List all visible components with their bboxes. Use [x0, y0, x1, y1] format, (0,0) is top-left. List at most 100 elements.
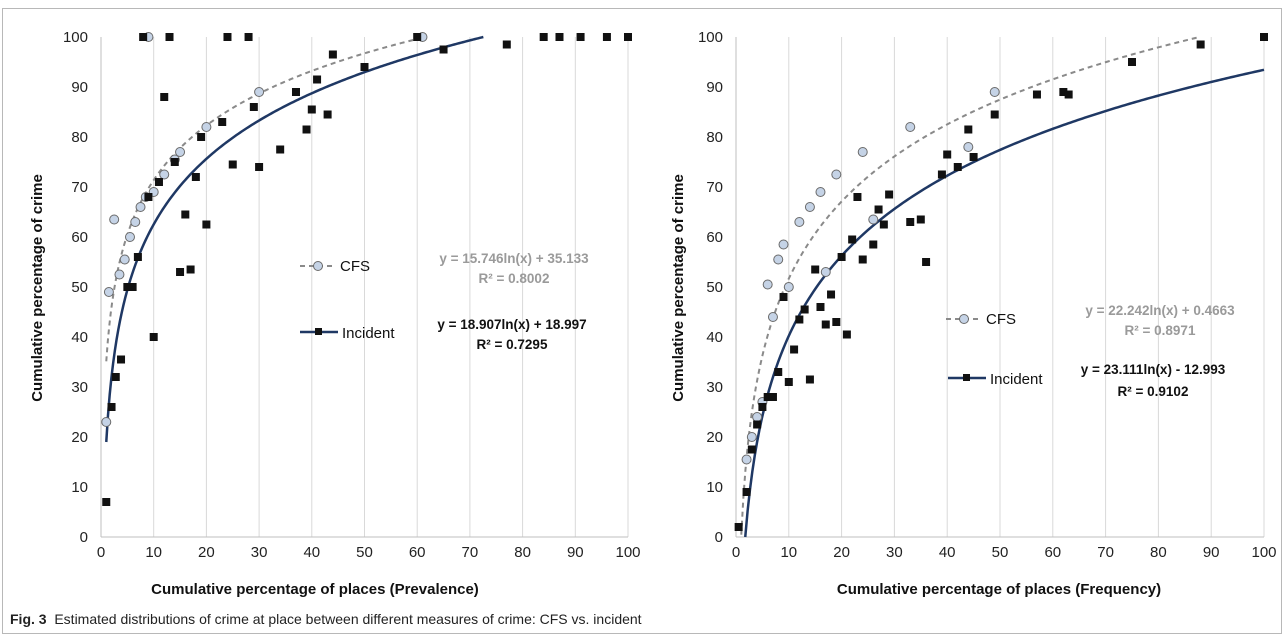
- x-tick-label: 40: [939, 544, 956, 561]
- cfs-point: [794, 217, 805, 227]
- incident-point: [128, 283, 137, 291]
- cfs-point: [130, 217, 141, 227]
- incident-point: [170, 158, 179, 166]
- y-tick-label: 60: [706, 229, 723, 246]
- y-tick-label: 50: [71, 279, 88, 296]
- chart-frequency: 0 10 20 30 40 50 60 70 80 90 100 0 10 20 30 40 50 60 70 80 9…: [670, 29, 1277, 598]
- incident-point: [165, 33, 174, 41]
- incident-point: [139, 33, 148, 41]
- cfs-point: [114, 269, 125, 280]
- cfs-point: [201, 122, 212, 132]
- x-tick-label: 90: [567, 544, 584, 561]
- incident-point: [990, 110, 999, 119]
- cfs-point: [831, 169, 842, 180]
- data-points: [734, 33, 1268, 531]
- cfs-point: [254, 87, 265, 97]
- incident-point: [218, 118, 227, 126]
- incident-point: [360, 63, 369, 71]
- x-tick-label: 100: [615, 544, 640, 561]
- incident-point: [848, 235, 857, 244]
- figure-frame: [2, 8, 1282, 634]
- incident-point: [181, 210, 190, 219]
- y-tick-label: 20: [706, 429, 723, 446]
- cfs-point: [773, 254, 784, 265]
- x-tick-label: 70: [462, 544, 479, 561]
- incident-point: [576, 33, 585, 41]
- incident-point: [539, 33, 548, 41]
- x-tick-label: 50: [356, 544, 373, 561]
- cfs-equation: y = 15.746ln(x) + 35.133: [439, 251, 589, 266]
- cfs-point: [741, 454, 752, 465]
- y-tick-label: 80: [71, 129, 88, 146]
- incident-point: [302, 125, 311, 134]
- legend-cfs-marker: [959, 314, 969, 324]
- y-axis-title: Cumulative percentage of crime: [29, 174, 46, 402]
- y-tick-label: 20: [71, 429, 88, 446]
- cfs-point: [762, 279, 773, 290]
- y-tick-label: 30: [71, 379, 88, 396]
- incident-point: [816, 303, 825, 311]
- incident-point: [1032, 90, 1041, 99]
- incident-point: [779, 293, 788, 301]
- cfs-point: [752, 412, 763, 422]
- x-gridlines: [153, 37, 629, 537]
- cfs-point: [103, 287, 114, 297]
- x-tick-label: 40: [303, 544, 320, 561]
- incident-point: [307, 105, 316, 114]
- y-tick-label: 90: [706, 79, 723, 96]
- incident-point: [602, 33, 611, 41]
- incident-point: [906, 218, 915, 226]
- incident-point: [964, 125, 973, 134]
- incident-equation: y = 18.907ln(x) + 18.997: [437, 317, 586, 332]
- legend-incident: Incident: [300, 325, 395, 342]
- legend-cfs: CFS: [300, 258, 370, 275]
- incident-point: [858, 255, 867, 264]
- incident-point: [734, 523, 743, 531]
- x-tick-label: 90: [1203, 544, 1220, 561]
- legend-incident-label: Incident: [990, 371, 1043, 388]
- cfs-r2: R² = 0.8002: [479, 271, 550, 286]
- incident-point: [255, 163, 264, 171]
- incident-point: [291, 88, 300, 96]
- incident-point: [747, 445, 756, 454]
- x-tick-label: 0: [97, 544, 105, 561]
- y-axis-title: Cumulative percentage of crime: [670, 174, 687, 402]
- cfs-point: [778, 239, 789, 250]
- incident-point: [117, 355, 126, 364]
- x-tick-label: 30: [251, 544, 268, 561]
- y-tick-label: 40: [706, 329, 723, 346]
- y-tick-label: 70: [706, 179, 723, 196]
- incident-point: [790, 345, 799, 354]
- axes: [100, 37, 628, 538]
- x-tick-label: 80: [514, 544, 531, 561]
- cfs-point: [124, 232, 135, 242]
- incident-point: [313, 75, 322, 84]
- legend-incident-marker: [963, 374, 970, 381]
- incident-point: [154, 178, 163, 186]
- cfs-point: [905, 122, 916, 132]
- incident-point: [186, 265, 195, 274]
- incident-point: [922, 258, 931, 266]
- cfs-r2: R² = 0.8971: [1125, 323, 1196, 338]
- incident-equation: y = 23.111ln(x) - 12.993: [1081, 362, 1226, 377]
- incident-point: [123, 283, 132, 291]
- x-gridlines: [788, 37, 1265, 537]
- incident-point: [197, 133, 206, 141]
- incident-point: [1260, 33, 1268, 41]
- caption-text: Estimated distributions of crime at plac…: [54, 611, 642, 627]
- trendlines: [105, 35, 484, 443]
- incident-point: [1064, 90, 1073, 99]
- x-tick-label: 20: [198, 544, 215, 561]
- cfs-point: [804, 202, 815, 212]
- x-tick-label: 70: [1097, 544, 1114, 561]
- cfs-point: [820, 267, 831, 277]
- legend-incident-marker: [315, 328, 322, 335]
- incident-point: [774, 368, 783, 376]
- y-tick-label: 10: [706, 479, 723, 496]
- incident-point: [763, 393, 772, 401]
- legend-cfs: CFS: [946, 311, 1016, 328]
- cfs-point: [101, 417, 112, 427]
- incident-point: [555, 33, 564, 41]
- y-tick-label: 80: [706, 129, 723, 146]
- y-tick-label: 70: [71, 179, 88, 196]
